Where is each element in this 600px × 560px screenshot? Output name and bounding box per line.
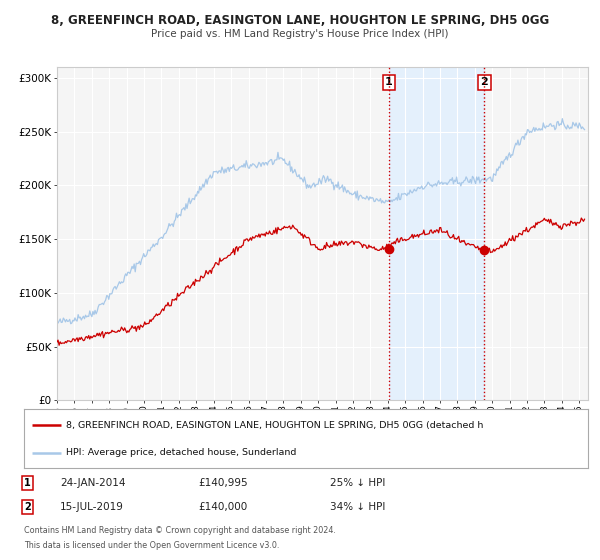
Text: 8, GREENFINCH ROAD, EASINGTON LANE, HOUGHTON LE SPRING, DH5 0GG: 8, GREENFINCH ROAD, EASINGTON LANE, HOUG… (51, 14, 549, 27)
Text: HPI: Average price, detached house, Sunderland: HPI: Average price, detached house, Sund… (66, 449, 296, 458)
Text: This data is licensed under the Open Government Licence v3.0.: This data is licensed under the Open Gov… (24, 541, 280, 550)
Text: 2: 2 (24, 502, 31, 512)
Text: 1: 1 (385, 77, 393, 87)
Text: 15-JUL-2019: 15-JUL-2019 (60, 502, 124, 512)
Text: 2: 2 (481, 77, 488, 87)
Text: 24-JAN-2014: 24-JAN-2014 (60, 478, 125, 488)
Text: £140,000: £140,000 (198, 502, 247, 512)
Text: 1: 1 (24, 478, 31, 488)
Text: 8, GREENFINCH ROAD, EASINGTON LANE, HOUGHTON LE SPRING, DH5 0GG (detached h: 8, GREENFINCH ROAD, EASINGTON LANE, HOUG… (66, 421, 484, 430)
Text: £140,995: £140,995 (198, 478, 248, 488)
Text: 34% ↓ HPI: 34% ↓ HPI (330, 502, 385, 512)
Text: Price paid vs. HM Land Registry's House Price Index (HPI): Price paid vs. HM Land Registry's House … (151, 29, 449, 39)
Text: Contains HM Land Registry data © Crown copyright and database right 2024.: Contains HM Land Registry data © Crown c… (24, 526, 336, 535)
Bar (389, 67, 484, 400)
Text: 25% ↓ HPI: 25% ↓ HPI (330, 478, 385, 488)
